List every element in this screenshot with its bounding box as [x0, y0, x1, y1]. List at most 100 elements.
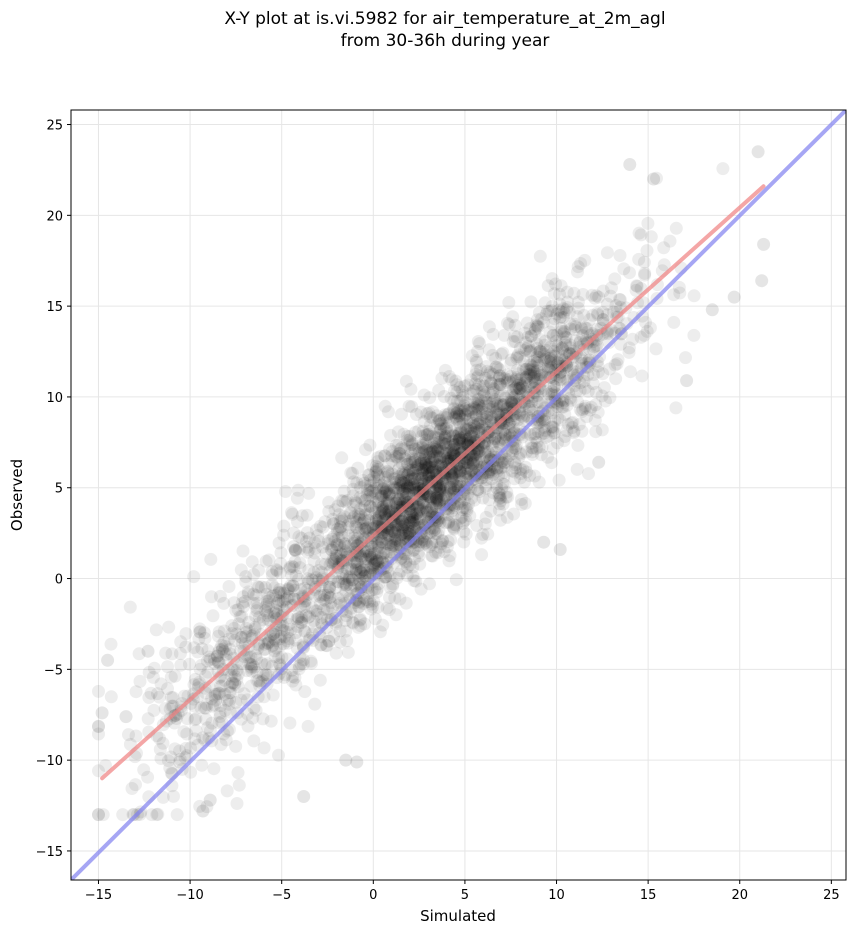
scatter-point [428, 454, 442, 468]
scatter-point [447, 429, 461, 443]
scatter-point [495, 371, 509, 385]
scatter-point [450, 412, 463, 426]
scatter-point [348, 534, 362, 548]
scatter-point [363, 499, 377, 513]
scatter-point [301, 719, 315, 733]
scatter-point [406, 521, 420, 535]
scatter-point [417, 534, 431, 548]
scatter-point [333, 635, 347, 649]
scatter-point [228, 634, 242, 648]
scatter-point [469, 353, 483, 367]
scatter-point [395, 515, 409, 529]
scatter-point [320, 639, 334, 653]
scatter-point [424, 410, 437, 424]
scatter-point [493, 369, 507, 383]
scatter-point [554, 310, 568, 324]
scatter-point [424, 466, 438, 480]
scatter-point [478, 517, 492, 531]
scatter-point [462, 412, 476, 426]
scatter-point [282, 632, 296, 646]
scatter-point [395, 480, 409, 494]
scatter-point [388, 526, 402, 540]
scatter-point [377, 481, 391, 495]
scatter-point [412, 446, 426, 460]
scatter-point [264, 714, 278, 728]
scatter-point [377, 504, 391, 518]
scatter-point [687, 328, 701, 342]
scatter-point [426, 465, 440, 479]
scatter-point [445, 373, 459, 387]
scatter-point [391, 493, 405, 507]
scatter-point [317, 588, 331, 602]
scatter-point [92, 719, 105, 733]
scatter-point [376, 500, 390, 514]
scatter-point [434, 428, 448, 442]
scatter-point [416, 424, 430, 438]
scatter-point [680, 374, 694, 388]
scatter-point [380, 485, 394, 499]
scatter-point [420, 503, 434, 516]
scatter-point [459, 421, 473, 435]
scatter-point [408, 443, 422, 456]
scatter-point [486, 348, 500, 362]
scatter-point [152, 731, 166, 745]
scatter-point [477, 385, 490, 399]
scatter-point [354, 517, 368, 531]
scatter-point [630, 279, 644, 293]
scatter-point [367, 517, 381, 531]
scatter-point [376, 618, 390, 632]
scatter-point [270, 564, 284, 578]
scatter-point [315, 566, 328, 579]
scatter-point [441, 535, 455, 548]
scatter-point [165, 647, 179, 661]
scatter-point [410, 507, 424, 520]
scatter-point [558, 430, 572, 443]
scatter-point [302, 563, 316, 577]
scatter-point [341, 540, 355, 554]
scatter-point [669, 221, 683, 235]
scatter-point [147, 703, 161, 717]
scatter-point [600, 246, 614, 260]
scatter-point [219, 733, 233, 747]
scatter-point [571, 301, 585, 315]
scatter-point [505, 393, 518, 407]
scatter-point [364, 485, 378, 499]
scatter-point [378, 449, 392, 463]
scatter-point [396, 523, 410, 536]
scatter-point [235, 656, 249, 670]
scatter-point [591, 405, 605, 419]
scatter-point [383, 442, 397, 456]
scatter-point [473, 485, 487, 498]
scatter-point [519, 370, 533, 384]
scatter-point [498, 372, 512, 385]
scatter-point [477, 399, 491, 413]
scatter-point [382, 488, 396, 502]
scatter-point [530, 320, 544, 333]
scatter-point [638, 266, 652, 280]
scatter-point [329, 646, 343, 660]
scatter-point [569, 334, 583, 348]
scatter-point [476, 528, 490, 541]
scatter-point [276, 619, 290, 633]
scatter-point [404, 382, 418, 396]
scatter-point [487, 437, 501, 450]
scatter-point [426, 549, 440, 563]
scatter-point [309, 604, 323, 618]
scatter-point [266, 688, 280, 702]
scatter-point [95, 706, 109, 720]
scatter-point [336, 567, 349, 581]
regression-line [100, 184, 766, 781]
scatter-point [129, 729, 143, 743]
scatter-point [507, 329, 521, 343]
scatter-point [477, 388, 491, 402]
scatter-point [438, 489, 452, 503]
scatter-point [206, 609, 220, 623]
scatter-point [355, 567, 369, 581]
scatter-point [478, 379, 492, 393]
scatter-point [236, 544, 250, 558]
scatter-point [360, 522, 374, 535]
scatter-point [629, 283, 643, 297]
scatter-point [293, 556, 307, 570]
scatter-point [514, 493, 528, 506]
